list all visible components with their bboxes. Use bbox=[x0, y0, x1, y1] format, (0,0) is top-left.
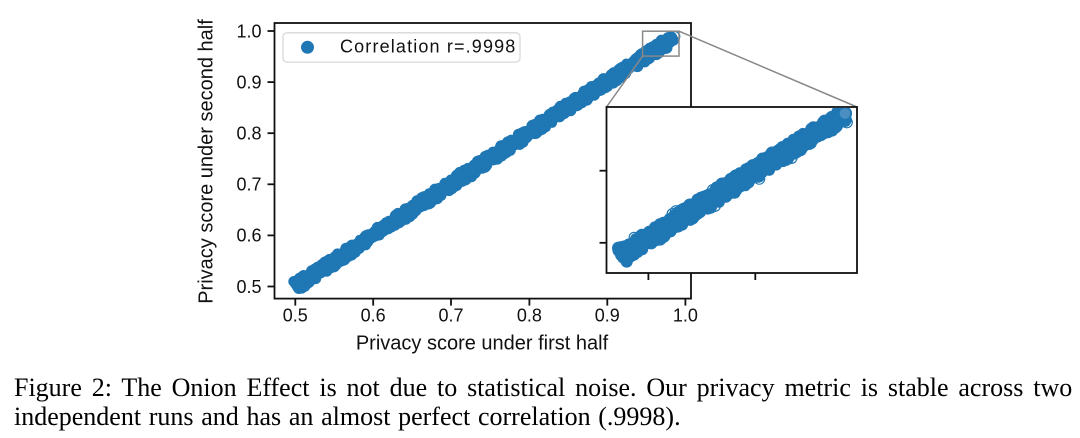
svg-text:0.8: 0.8 bbox=[517, 306, 542, 326]
svg-text:0.6: 0.6 bbox=[361, 306, 386, 326]
svg-text:1.0: 1.0 bbox=[236, 21, 261, 41]
svg-text:1.0: 1.0 bbox=[673, 306, 698, 326]
svg-text:0.8: 0.8 bbox=[236, 124, 261, 144]
svg-text:Privacy score under first half: Privacy score under first half bbox=[356, 333, 609, 355]
svg-text:0.5: 0.5 bbox=[283, 306, 308, 326]
svg-text:Correlation r=.9998: Correlation r=.9998 bbox=[340, 36, 516, 56]
svg-text:Privacy score under second hal: Privacy score under second half bbox=[196, 19, 218, 304]
svg-text:0.9: 0.9 bbox=[236, 72, 261, 92]
svg-text:0.9: 0.9 bbox=[595, 306, 620, 326]
svg-text:0.7: 0.7 bbox=[236, 175, 261, 195]
svg-text:0.7: 0.7 bbox=[438, 306, 463, 326]
svg-text:0.6: 0.6 bbox=[236, 226, 261, 246]
svg-text:0.5: 0.5 bbox=[236, 277, 261, 297]
